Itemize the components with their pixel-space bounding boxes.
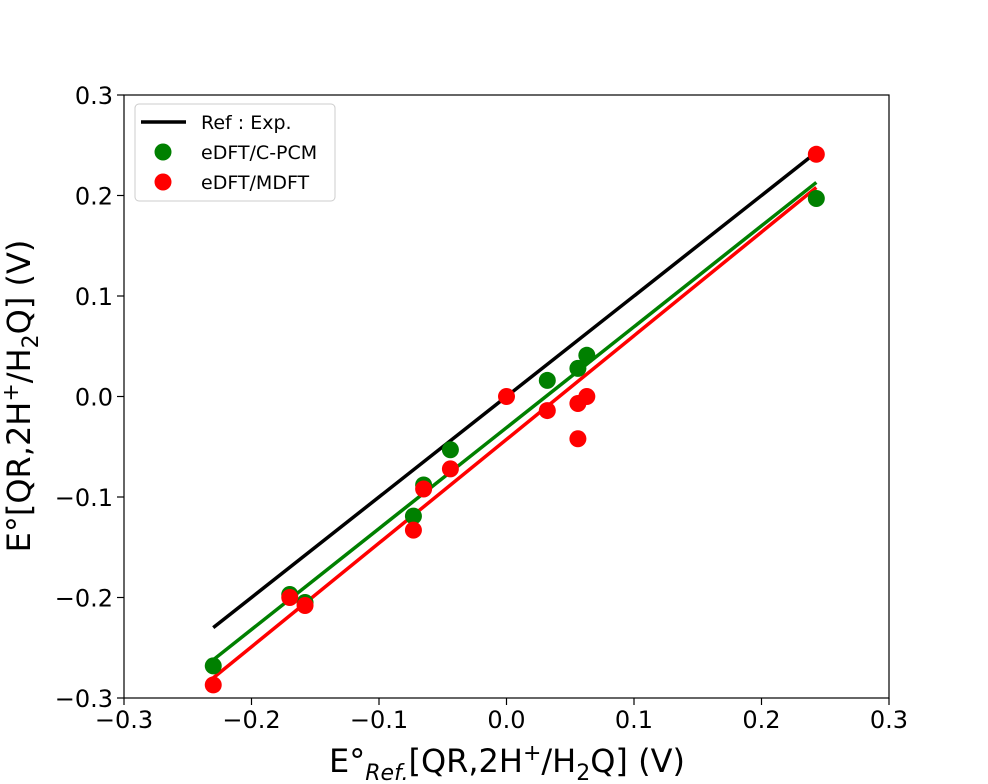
cpcm-fit-line — [212, 181, 818, 662]
y-tick-label-3: 0.0 — [75, 384, 113, 412]
legend-label-0: Ref : Exp. — [201, 112, 292, 134]
cpcm-point-5 — [441, 441, 459, 459]
legend-label-1: eDFT/C-PCM — [201, 142, 317, 164]
y-tick-label-2: −0.1 — [55, 484, 113, 512]
cpcm-point-9 — [807, 190, 825, 208]
x-axis-label: E°Ref.[QR,2H+/H2Q] (V) — [329, 741, 685, 784]
y-axis-label: E°[QR,2H+/H2Q] (V) — [0, 240, 44, 553]
cpcm-point-0 — [204, 657, 222, 675]
cpcm-point-3 — [404, 507, 422, 525]
cpcm-point-8 — [578, 346, 596, 364]
x-tick-label-1: −0.2 — [222, 706, 280, 734]
legend-marker-1 — [154, 143, 172, 161]
legend-box — [134, 103, 336, 202]
y-tick-label-4: 0.1 — [75, 283, 113, 311]
cpcm-point-6 — [538, 371, 556, 389]
mdft-point-11 — [807, 145, 825, 163]
cpcm-point-7 — [569, 359, 587, 377]
legend-marker-2 — [154, 173, 172, 191]
mdft-point-5 — [441, 460, 459, 478]
mdft-point-1 — [281, 589, 299, 606]
mdft-fit-line — [212, 186, 818, 680]
y-tick-label-0: −0.3 — [55, 685, 113, 713]
mdft-point-0 — [204, 676, 222, 694]
x-tick-label-3: 0.0 — [487, 706, 525, 734]
mdft-point-3 — [404, 521, 422, 539]
x-tick-label-5: 0.2 — [742, 706, 780, 734]
mdft-point-9 — [569, 430, 587, 448]
mdft-point-4 — [415, 480, 433, 498]
y-tick-label-1: −0.2 — [55, 585, 113, 613]
plot-area — [204, 145, 825, 694]
legend-label-2: eDFT/MDFT — [201, 172, 310, 194]
mdft-point-6 — [498, 388, 515, 405]
x-tick-label-2: −0.1 — [350, 706, 408, 734]
y-tick-label-5: 0.2 — [75, 183, 113, 211]
y-tick-label-6: 0.3 — [75, 82, 113, 110]
mdft-point-10 — [578, 388, 596, 405]
ref-exp-line — [212, 150, 818, 630]
mdft-point-2 — [296, 597, 314, 615]
legend: Ref : Exp. eDFT/C-PCM eDFT/MDFT — [134, 103, 336, 202]
x-tick-label-6: 0.3 — [870, 706, 908, 734]
x-tick-label-4: 0.1 — [615, 706, 653, 734]
x-tick-label-0: −0.3 — [95, 706, 153, 734]
mdft-point-7 — [538, 402, 556, 420]
